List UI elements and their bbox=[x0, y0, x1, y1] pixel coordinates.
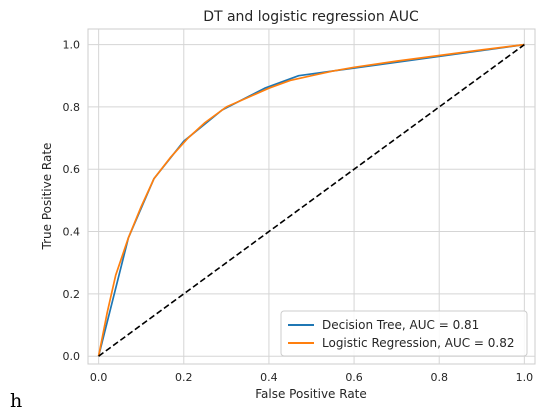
x-tick-label: 0.6 bbox=[345, 371, 363, 384]
legend-label-logistic-regression: Logistic Regression, AUC = 0.82 bbox=[322, 336, 515, 350]
logistic-regression-line bbox=[97, 43, 525, 357]
y-tick-label: 1.0 bbox=[63, 39, 81, 52]
x-axis-label: False Positive Rate bbox=[255, 387, 367, 401]
x-tick-label: 0.4 bbox=[260, 371, 278, 384]
chance-diagonal-line bbox=[98, 43, 525, 357]
x-tick-label: 0.2 bbox=[175, 371, 193, 384]
legend-box bbox=[280, 310, 528, 357]
stray-text: h bbox=[10, 390, 23, 412]
legend: Decision Tree, AUC = 0.81 Logistic Regre… bbox=[280, 310, 528, 357]
tick-labels: 0.0 0.2 0.4 0.6 0.8 1.0 0.0 0.2 0.4 0.6 0.8 1.0 bbox=[63, 39, 534, 384]
y-tick-label: 0.6 bbox=[63, 163, 81, 176]
y-axis-label: True Positive Rate bbox=[40, 143, 54, 251]
y-tick-label: 0.0 bbox=[63, 350, 81, 363]
legend-label-decision-tree: Decision Tree, AUC = 0.81 bbox=[322, 318, 479, 332]
series-lines bbox=[97, 43, 525, 357]
y-tick-label: 0.2 bbox=[63, 288, 81, 301]
plot-area bbox=[87, 28, 536, 365]
y-tick-label: 0.8 bbox=[63, 101, 81, 114]
chart-title: DT and logistic regression AUC bbox=[203, 9, 419, 25]
y-tick-label: 0.4 bbox=[63, 226, 81, 239]
x-tick-label: 1.0 bbox=[516, 371, 534, 384]
x-tick-label: 0.8 bbox=[430, 371, 448, 384]
x-tick-label: 0.0 bbox=[90, 371, 108, 384]
